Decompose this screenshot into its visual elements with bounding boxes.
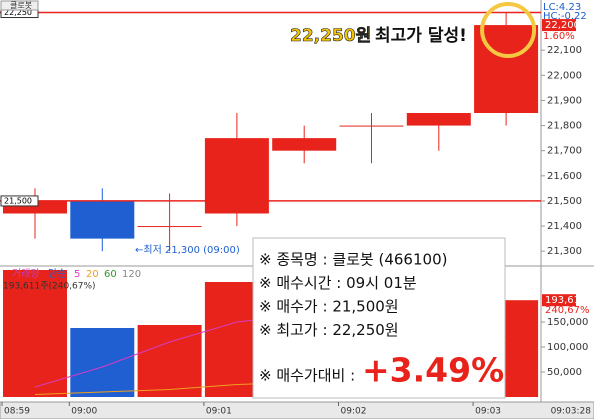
last-volume-pct: 240,67%	[545, 305, 590, 316]
volume-title: 거래량	[12, 268, 40, 280]
highlight-ring	[480, 2, 537, 58]
candle-body	[204, 138, 269, 214]
price-line-label: 22,250	[4, 8, 32, 17]
volume-text: 193,611주(240,67%)	[3, 281, 96, 292]
x-tick-label: 09:03:28	[551, 407, 592, 417]
x-tick-label: 09:03	[475, 407, 501, 417]
y-tick-label: 22,000	[547, 70, 582, 81]
symbol-tag	[0, 0, 39, 11]
x-tick-label: 08:59	[4, 407, 30, 417]
y-tick-label: 21,900	[547, 95, 582, 106]
y-tick-label: 21,600	[547, 171, 582, 182]
price-line-label: 21,500	[4, 196, 32, 205]
last-volume-label: 193,611	[545, 295, 586, 306]
y-tick-label: 21,400	[547, 221, 582, 232]
high-annotation: 최고가 달성!	[375, 25, 467, 46]
volume-bar	[137, 325, 202, 397]
stat: HC:-0.22	[543, 11, 587, 22]
time-axis	[0, 401, 594, 419]
x-tick-label: 09:02	[341, 407, 367, 417]
stat: LC:4.23	[543, 2, 581, 13]
candle-body	[339, 125, 404, 127]
candle-body	[70, 200, 135, 239]
info-line: ※ 매수가 : 21,500원	[259, 298, 399, 316]
gain-value: +3.49%	[362, 351, 504, 390]
y-tick-label: 50,000	[547, 367, 582, 378]
legend-entry: 20	[86, 269, 99, 280]
info-line: ※ 최고가 : 22,250원	[259, 321, 399, 339]
high-highlight: 22,250원	[290, 26, 371, 46]
ma-indicator: 단순	[48, 268, 66, 280]
last-price-label: 22,200	[545, 20, 580, 31]
y-tick-label: 21,700	[547, 146, 582, 157]
y-tick-label: 22,100	[547, 45, 582, 56]
candle-body	[406, 113, 471, 126]
symbol: 클로봇	[10, 1, 32, 10]
last-volume-tag	[542, 294, 576, 307]
volume-bar	[70, 328, 135, 397]
y-tick-label: 21,800	[547, 121, 582, 132]
x-tick-label: 09:00	[71, 407, 97, 417]
y-tick-label: 21,500	[547, 196, 582, 207]
legend-entry: 5	[74, 269, 80, 280]
info-line: ※ 매수시간 : 09시 01분	[259, 274, 417, 292]
legend-entry: 60	[104, 269, 117, 280]
legend-entry: 120	[122, 269, 141, 280]
y-tick-label: 21,300	[547, 246, 582, 257]
volume-bar	[3, 270, 67, 397]
y-tick-label: 150,000	[547, 317, 588, 328]
candle-body	[137, 226, 202, 228]
last-price-tag	[542, 19, 576, 32]
y-tick-label: 100,000	[547, 342, 588, 353]
gain-label: ※ 매수가대비 :	[259, 367, 355, 385]
x-tick-label: 09:01	[206, 407, 232, 417]
low-annotation: ←최저 21,300 (09:00)	[135, 244, 240, 256]
stat: 1.60%	[543, 31, 575, 42]
price-line-tag	[0, 195, 39, 207]
info-line: ※ 종목명 : 클로봇 (466100)	[259, 251, 447, 269]
info-box	[252, 237, 506, 399]
candle-body	[272, 138, 337, 151]
